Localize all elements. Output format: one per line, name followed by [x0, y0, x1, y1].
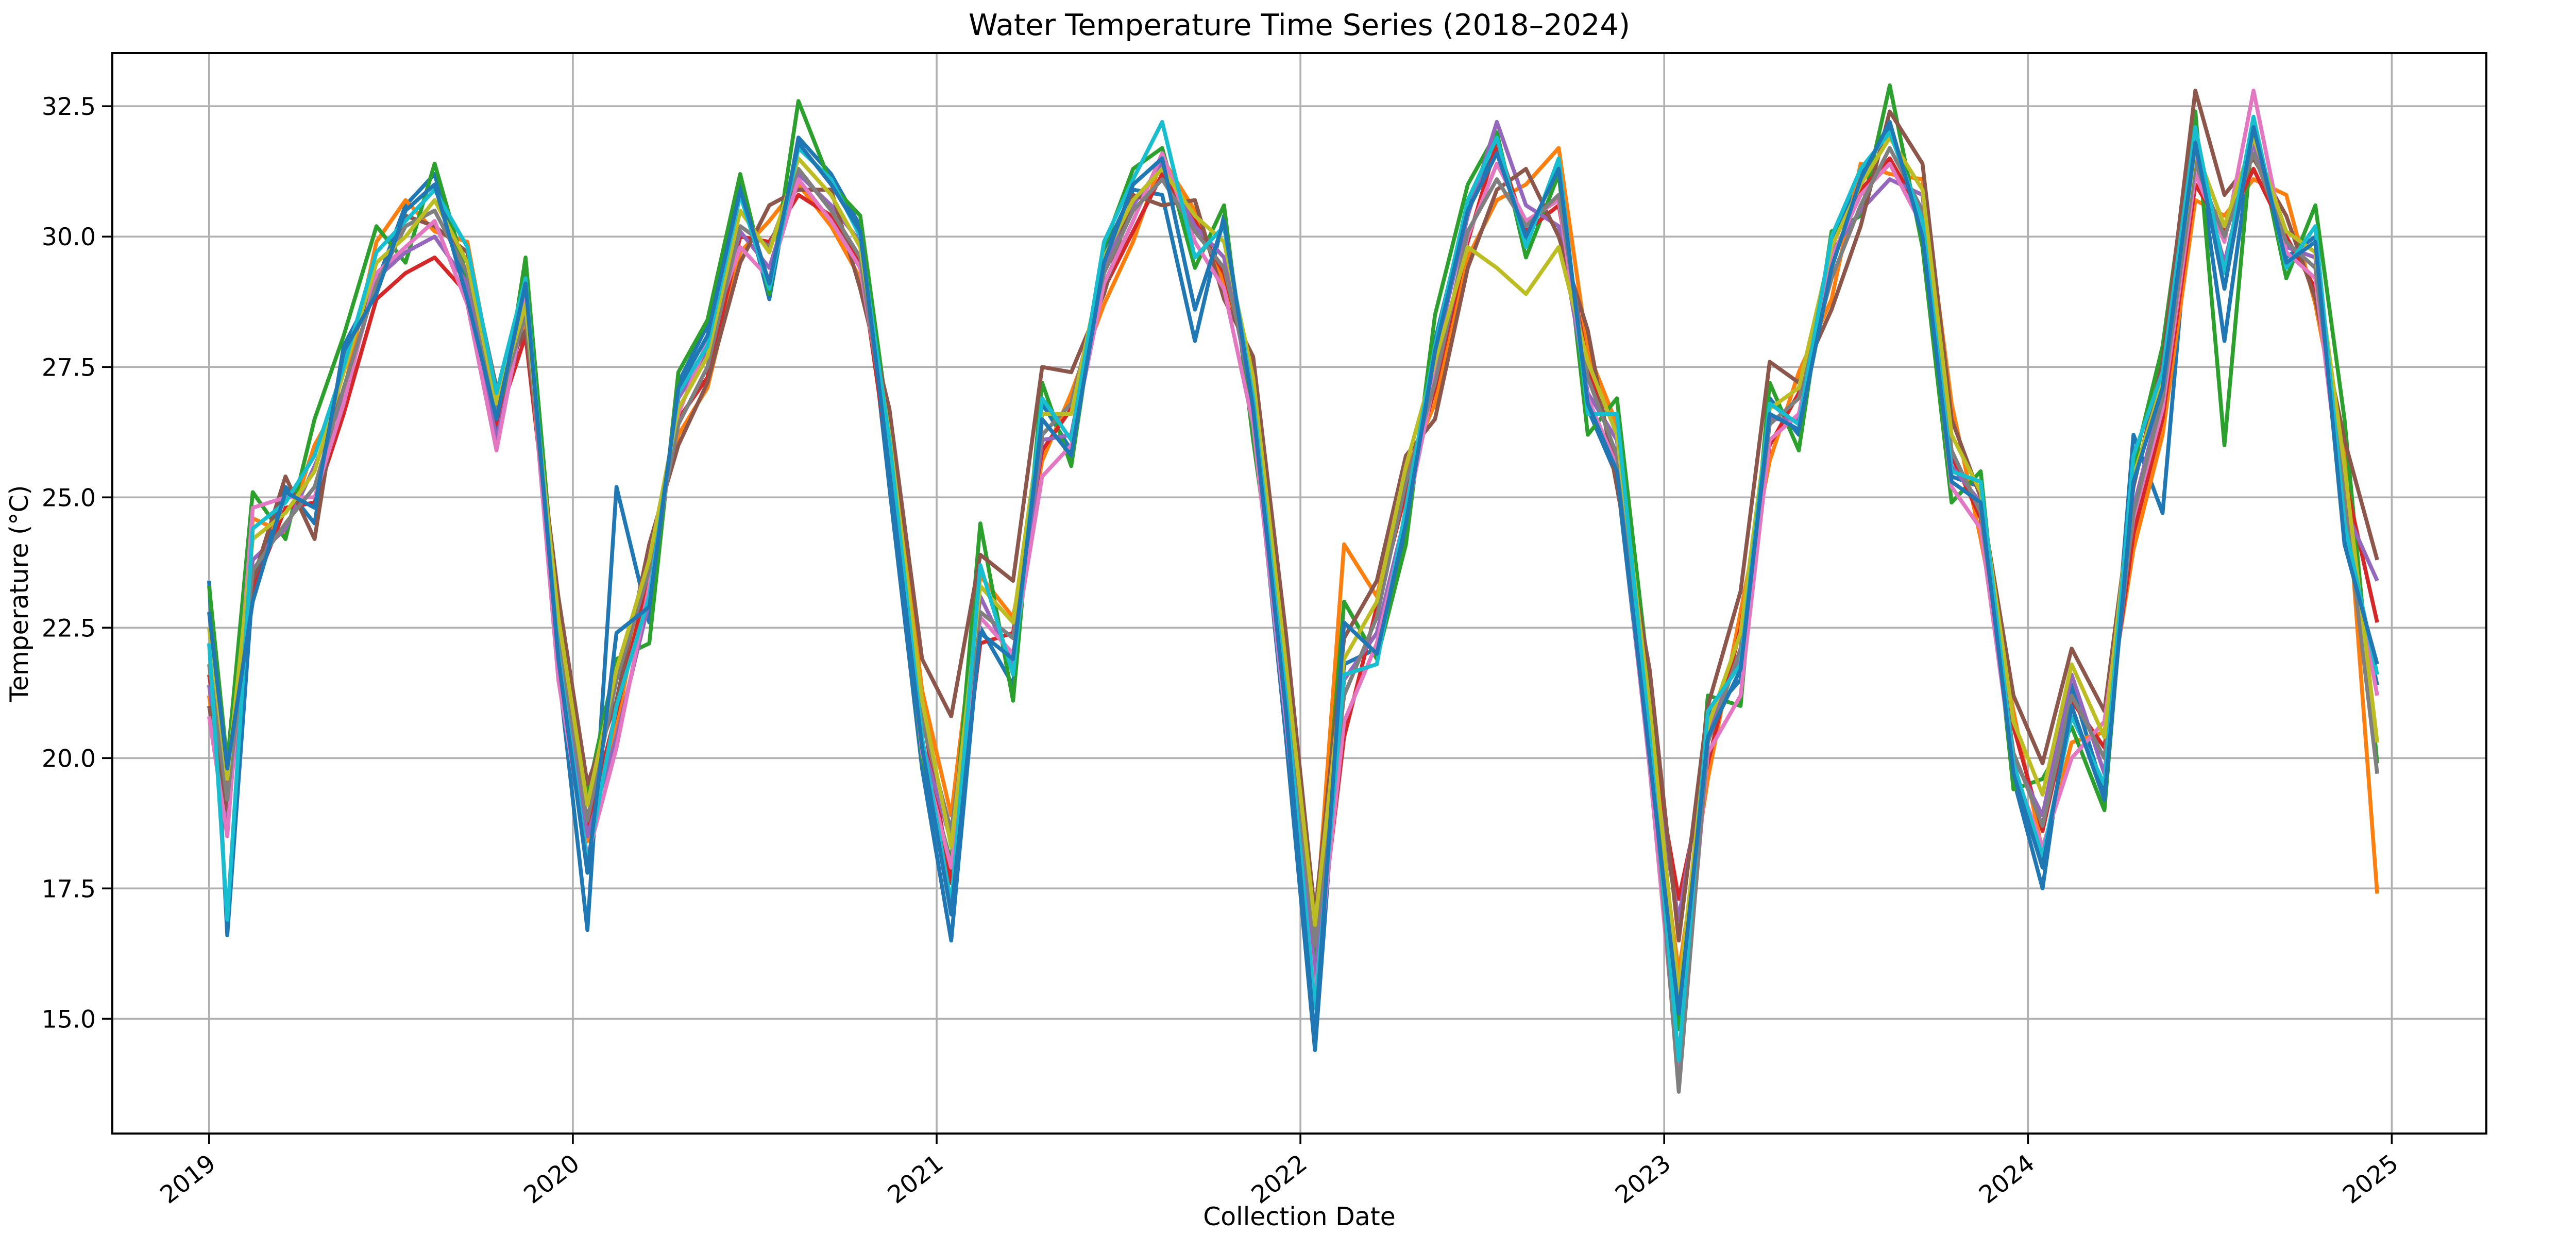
grid-lines [112, 53, 2486, 1134]
x-tick-label-2022: 2022 [1246, 1149, 1312, 1209]
axes-frame [111, 52, 2487, 1135]
y-tick-label-20: 20.0 [42, 745, 96, 773]
x-tick-label-2025: 2025 [2337, 1149, 2403, 1209]
y-tick-label-30: 30.0 [42, 223, 96, 251]
y-tick-label-25: 25.0 [42, 484, 96, 512]
series-line-S78 [207, 146, 2379, 974]
x-tick-label-2019: 2019 [155, 1149, 221, 1209]
series-line-CES09 [207, 120, 2379, 1042]
y-axis-label: Temperature (°C) [5, 485, 34, 702]
y-tick-label-27.5: 27.5 [42, 353, 96, 382]
x-tick-label-2020: 2020 [519, 1149, 585, 1209]
series-line-CES07 [207, 136, 2379, 995]
y-tick-label-22.5: 22.5 [42, 614, 96, 643]
x-tick-label-2021: 2021 [883, 1149, 948, 1209]
series-line-S77 [207, 125, 2379, 1078]
x-tick-label-2024: 2024 [1974, 1149, 2040, 1209]
series-line-CES03 [207, 120, 2379, 979]
series-line-CES06 [207, 146, 2379, 1094]
series-line-CES02 [207, 141, 2379, 985]
series-line-CES08 [207, 114, 2379, 1063]
y-tick-label-17.5: 17.5 [42, 875, 96, 903]
data-series-lines [207, 83, 2379, 1094]
x-axis-label: Collection Date [1203, 1202, 1396, 1231]
x-tick-label-2023: 2023 [1610, 1149, 1676, 1209]
series-line-CES04 [207, 89, 2379, 943]
y-tick-label-32.5: 32.5 [42, 93, 96, 121]
y-tick-label-15: 15.0 [42, 1005, 96, 1034]
chart-title: Water Temperature Time Series (2018–2024… [969, 8, 1630, 42]
series-line-CES05 [207, 89, 2379, 1078]
